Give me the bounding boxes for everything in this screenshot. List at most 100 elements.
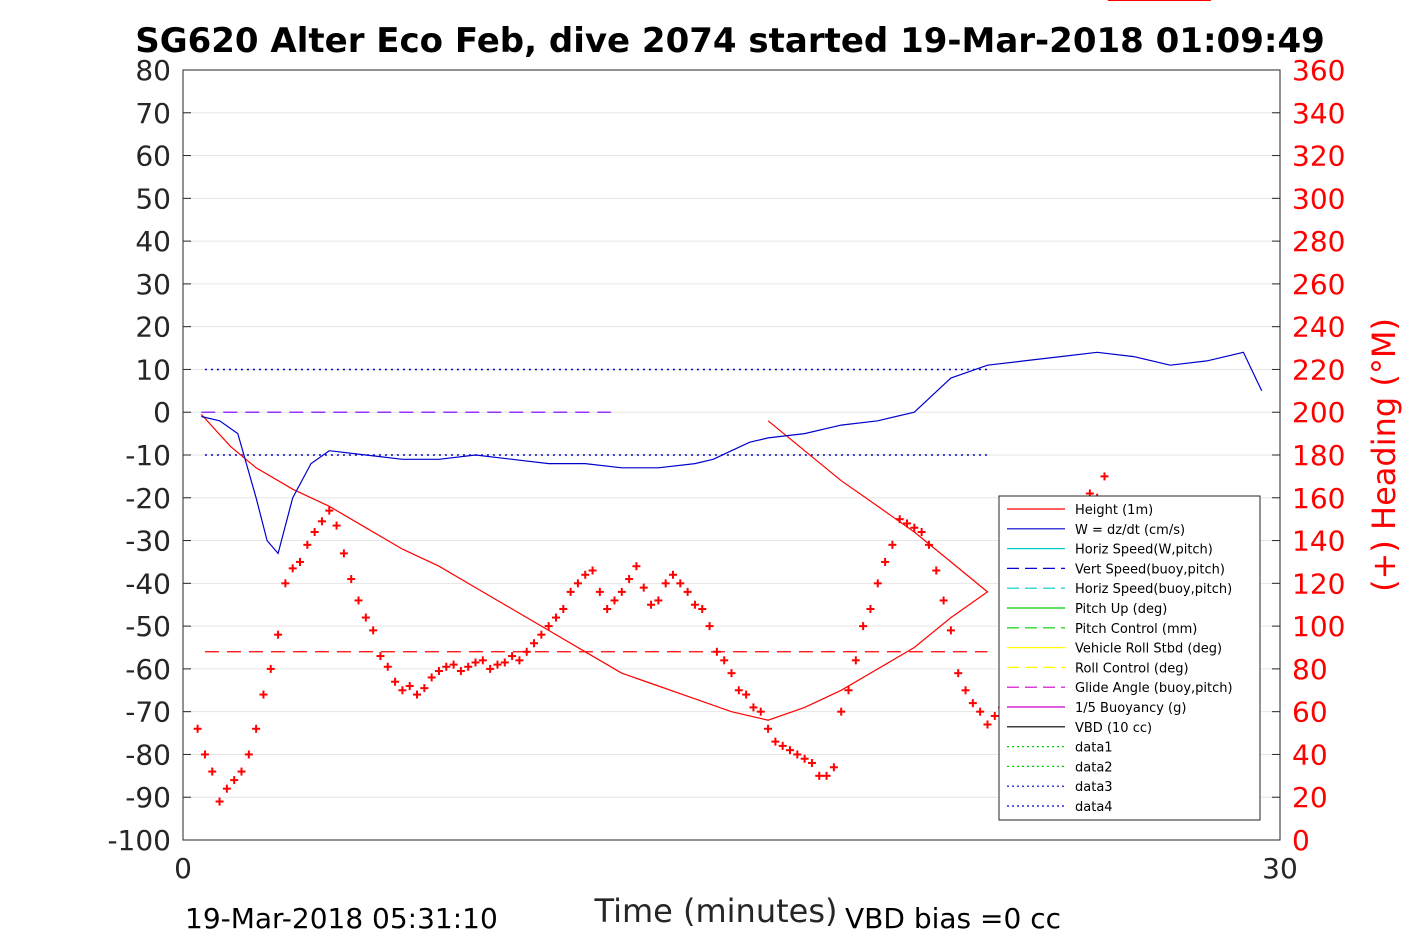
heading-point	[639, 583, 648, 592]
heading-point	[968, 699, 977, 708]
heading-point	[705, 622, 714, 631]
heading-point	[807, 759, 816, 767]
y-tick-label: 50	[135, 182, 171, 215]
heading-point	[595, 587, 604, 596]
y-tick-label: -20	[125, 482, 171, 515]
heading-point	[551, 613, 560, 622]
heading-point	[815, 771, 824, 780]
y-right-tick-label: 20	[1292, 781, 1328, 814]
heading-point	[610, 596, 619, 605]
heading-point	[369, 626, 378, 635]
y-right-tick-label: 200	[1292, 396, 1345, 429]
heading-point	[544, 622, 553, 631]
legend-entry: Horiz Speed(buoy,pitch)	[1075, 582, 1232, 597]
heading-point	[786, 746, 795, 755]
y-tick-label: 10	[135, 353, 171, 386]
heading-point	[288, 564, 297, 573]
y-right-tick-label: 120	[1292, 567, 1345, 600]
legend-entry: data4	[1075, 800, 1113, 815]
heading-point	[332, 521, 341, 530]
y-right-axis-label: (+) Heading (°M)	[1365, 318, 1403, 592]
y-right-tick-label: 80	[1292, 653, 1328, 686]
y-tick-label: 70	[135, 97, 171, 130]
heading-point	[442, 662, 451, 671]
series-line-1	[201, 351, 1263, 555]
heading-point	[976, 707, 985, 716]
heading-point	[530, 639, 539, 648]
legend-entry: Roll Control (deg)	[1075, 661, 1189, 676]
heading-point	[647, 600, 656, 609]
legend-entry: Vehicle Roll Stbd (deg)	[1075, 642, 1222, 657]
y-tick-label: 30	[135, 268, 171, 301]
heading-point	[449, 660, 458, 669]
chart-title: SG620 Alter Eco Feb, dive 2074 started 1…	[135, 21, 1325, 61]
footer-vbd-bias: VBD bias =0 cc	[845, 902, 1061, 935]
y-tick-label: -100	[107, 824, 171, 857]
heading-point	[354, 596, 363, 605]
heading-point	[888, 540, 897, 549]
heading-point	[434, 667, 443, 676]
heading-point	[793, 750, 802, 759]
legend-entry: W = dz/dt (cm/s)	[1075, 523, 1185, 538]
heading-point	[1100, 472, 1109, 481]
y-right-tick-label: 160	[1292, 482, 1345, 515]
heading-point	[537, 630, 546, 639]
y-right-tick-label: 60	[1292, 696, 1328, 729]
heading-point	[881, 557, 890, 566]
heading-point	[727, 669, 736, 678]
heading-point	[617, 587, 626, 596]
y-right-tick-label: 180	[1292, 439, 1345, 472]
heading-point	[237, 767, 246, 776]
legend-entry: VBD (10 cc)	[1075, 721, 1152, 736]
heading-point	[668, 570, 677, 579]
heading-point	[222, 784, 231, 793]
heading-point	[500, 658, 509, 667]
heading-point	[573, 579, 582, 588]
heading-point	[983, 720, 992, 729]
y-tick-label: -40	[125, 567, 171, 600]
heading-point	[690, 600, 699, 609]
heading-point	[844, 686, 853, 695]
heading-point	[800, 754, 809, 763]
heading-point	[903, 519, 912, 528]
y-tick-label: -60	[125, 653, 171, 686]
y-right-tick-label: 340	[1292, 97, 1345, 130]
heading-point	[764, 724, 773, 733]
heading-point	[581, 570, 590, 579]
heading-point	[954, 669, 963, 678]
heading-point	[924, 540, 933, 549]
heading-point	[259, 690, 268, 699]
heading-point	[347, 575, 356, 584]
heading-point	[200, 750, 209, 759]
heading-point	[683, 587, 692, 596]
heading-point	[296, 557, 305, 566]
x-tick-label: 30	[1262, 852, 1298, 885]
heading-point	[588, 566, 597, 575]
y-right-tick-label: 320	[1292, 140, 1345, 173]
heading-point	[742, 690, 751, 699]
legend-entry: Pitch Control (mm)	[1075, 622, 1197, 637]
legend-entry: Horiz Speed(W,pitch)	[1075, 543, 1213, 558]
legend-entry: 1/5 Buoyancy (g)	[1075, 701, 1186, 716]
y-right-tick-label: 100	[1292, 610, 1345, 643]
heading-point	[895, 515, 904, 524]
heading-point	[391, 677, 400, 686]
y-tick-label: 80	[135, 54, 171, 87]
y-tick-label: -30	[125, 525, 171, 558]
y-right-tick-label: 40	[1292, 738, 1328, 771]
legend-entry: data2	[1075, 760, 1113, 775]
heading-point	[939, 596, 948, 605]
y-tick-label: -70	[125, 696, 171, 729]
legend-entry: Glide Angle (buoy,pitch)	[1075, 681, 1233, 696]
heading-point	[464, 662, 473, 671]
heading-point	[859, 622, 868, 631]
heading-point	[661, 579, 670, 588]
heading-point	[932, 566, 941, 575]
legend-entry: Vert Speed(buoy,pitch)	[1075, 562, 1225, 577]
x-tick-label: 0	[174, 852, 192, 885]
heading-point	[625, 575, 634, 584]
y-tick-label: -80	[125, 738, 171, 771]
y-tick-label: 40	[135, 225, 171, 258]
y-right-tick-label: 360	[1292, 54, 1345, 87]
heading-point	[961, 686, 970, 695]
